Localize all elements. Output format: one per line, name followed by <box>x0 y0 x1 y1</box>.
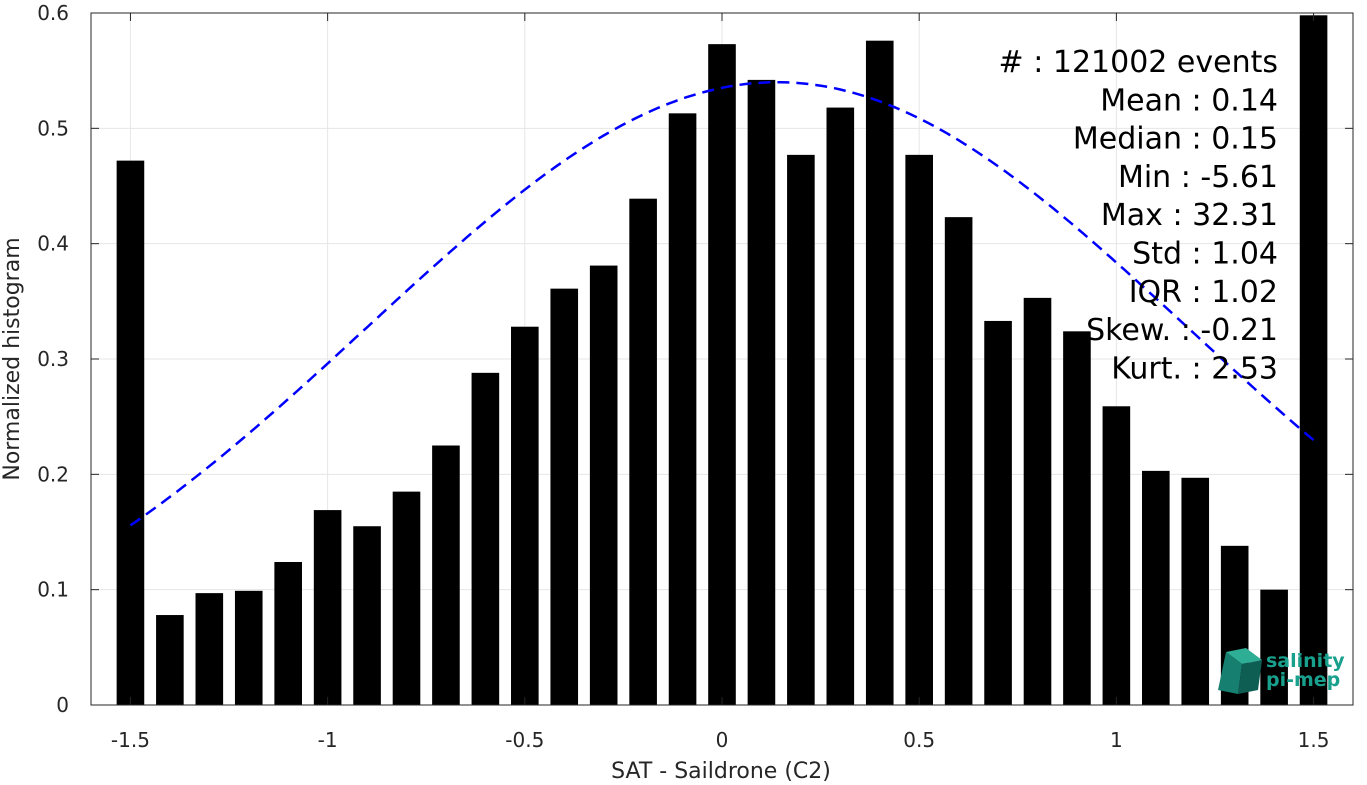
bar-3 <box>234 590 263 705</box>
ticks <box>91 12 1353 706</box>
salinity-pi-mep-logo: salinity pi-mep <box>1218 648 1345 694</box>
y-tick-label-4: 0.4 <box>37 232 69 256</box>
stats-line-4: Max : 32.31 <box>1101 198 1278 233</box>
x-tick-label-4: 0.5 <box>903 728 935 752</box>
bar-19 <box>865 40 894 706</box>
y-tick-label-6: 0.6 <box>37 1 69 25</box>
x-tick-label-0: -1.5 <box>111 728 150 752</box>
cube-logo-icon <box>1218 648 1262 694</box>
bar-13 <box>629 198 657 706</box>
stats-line-6: IQR : 1.02 <box>1129 275 1278 310</box>
bar-2 <box>195 593 224 705</box>
x-tick-label-5: 1 <box>1110 728 1123 752</box>
x-tick-label-2: -0.5 <box>505 728 544 752</box>
bar-18 <box>826 107 855 705</box>
logo-text-salinity: salinity <box>1266 650 1345 672</box>
bar-27 <box>1181 477 1210 705</box>
x-axis-label: SAT - Saildrone (C2) <box>611 759 831 784</box>
bar-11 <box>550 288 579 705</box>
stats-line-1: Mean : 0.14 <box>1100 83 1278 118</box>
stats-line-5: Std : 1.04 <box>1132 237 1278 272</box>
gaussian-fit-curve <box>129 80 1315 527</box>
y-tick-label-3: 0.3 <box>37 347 69 371</box>
stats-line-0: # : 121002 events <box>999 45 1278 80</box>
bar-15 <box>708 44 736 705</box>
x-tick-labels: -1.5 -1 -0.5 0 0.5 1 1.5 <box>111 728 1330 752</box>
bar-8 <box>432 445 460 705</box>
stats-line-3: Min : -5.61 <box>1118 160 1278 195</box>
bar-5 <box>313 510 342 705</box>
bar-12 <box>589 265 618 705</box>
bar-20 <box>905 154 933 706</box>
bar-25 <box>1102 406 1131 705</box>
bar-24 <box>1063 331 1091 705</box>
stats-line-2: Median : 0.15 <box>1073 122 1278 157</box>
bar-16 <box>747 79 776 706</box>
bar-0 <box>116 160 145 706</box>
bars <box>116 15 1328 706</box>
bar-6 <box>353 526 381 705</box>
bar-30 <box>1299 15 1328 706</box>
y-tick-labels: 0 0.1 0.2 0.3 0.4 0.5 0.6 <box>37 1 69 717</box>
x-tick-label-1: -1 <box>318 728 338 752</box>
bar-7 <box>392 491 421 705</box>
y-tick-label-0: 0 <box>56 693 69 717</box>
bar-14 <box>668 113 697 706</box>
bar-17 <box>787 154 815 706</box>
x-tick-label-6: 1.5 <box>1298 728 1330 752</box>
stats-line-8: Kurt. : 2.53 <box>1111 351 1278 386</box>
y-tick-label-5: 0.5 <box>37 116 69 140</box>
bar-4 <box>274 561 302 705</box>
stats-line-7: Skew. : -0.21 <box>1086 313 1278 348</box>
y-tick-label-1: 0.1 <box>37 578 69 602</box>
x-tick-label-3: 0 <box>716 728 729 752</box>
bar-21 <box>944 217 973 705</box>
bar-10 <box>511 326 539 705</box>
y-tick-label-2: 0.2 <box>37 462 69 486</box>
y-axis-label: Normalized histogram <box>0 237 25 480</box>
logo-text-pi-mep: pi-mep <box>1266 669 1340 691</box>
bar-1 <box>156 615 184 705</box>
bar-26 <box>1142 470 1170 705</box>
bar-9 <box>471 372 500 705</box>
bar-22 <box>984 320 1012 705</box>
bar-29 <box>1260 589 1288 705</box>
bar-23 <box>1023 297 1052 705</box>
